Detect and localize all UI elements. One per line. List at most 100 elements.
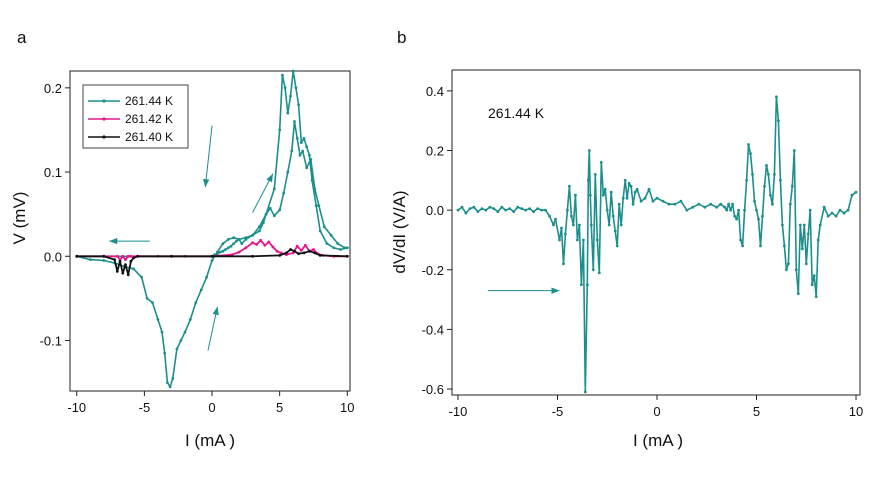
panel-b-series-0-point [587, 149, 591, 152]
panel-a-series-0-point [175, 347, 179, 351]
panel-b-series-0-point [794, 268, 798, 272]
panel-a-series-1-point [126, 254, 130, 258]
panel-b-series-0-point [727, 202, 730, 206]
panel-a-series-0-point [224, 248, 228, 251]
panel-a-series-1-point [279, 251, 283, 255]
panel-b-x-axis-title: I (mA ) [633, 431, 683, 450]
panel-b-series-0-point [524, 208, 527, 212]
panel-a-x-tick-label: 5 [276, 400, 283, 415]
panel-b-x-tick-label: -10 [449, 404, 468, 419]
panel-b-series-0-point [480, 207, 484, 211]
panel-a-series-0-point [102, 259, 106, 262]
panel-b-series-0-point [810, 283, 814, 287]
panel-a-series-0-point [332, 246, 336, 250]
panel-b-series-0-point [775, 95, 778, 99]
panel-b-series-0-point [826, 214, 830, 218]
panel-a-series-0-point [145, 297, 149, 300]
panel-b-series-0-point [609, 190, 613, 194]
panel-b-series-0-point [787, 262, 790, 266]
panel-a-series-0-point [336, 242, 340, 246]
panel-b-x-tick-label: 10 [849, 404, 863, 419]
legend-label-261-40: 261.40 K [125, 130, 173, 144]
panel-a-series-0-point [310, 179, 314, 182]
panel-b-series-0-point [745, 178, 748, 182]
panel-b-series-0-point [586, 178, 590, 182]
panel-b-series-0-point [578, 223, 581, 227]
panel-a-direction-arrow [204, 125, 213, 188]
panel-b-x-tick-label: 0 [653, 404, 660, 419]
panel-a-series-0-point [317, 204, 321, 208]
panel-b-series-0-point [691, 205, 695, 209]
panel-a-series-0-point [295, 137, 299, 140]
panel-b-series-0-point [599, 161, 603, 164]
panel-a-series-2-point [293, 249, 296, 253]
panel-b-plot: -10 -5 0 5 10-0.6-0.4-0.20.00.20.4 261.44 K … [390, 69, 863, 450]
panel-b-series-0-point [647, 187, 651, 191]
panel-a-series-2-point [285, 251, 288, 255]
panel-a-series-1-point [295, 244, 299, 248]
panel-b-series-0-point [779, 178, 782, 182]
panel-b-series-0-point [792, 149, 796, 152]
panel-a-x-tick-label: -10 [67, 400, 86, 415]
panel-a-series-0-point [345, 246, 349, 250]
panel-b-series-0-point [812, 274, 816, 278]
panel-b-series-0-point [769, 193, 772, 197]
panel-b-series-0-point [460, 205, 464, 209]
panel-a-series-1-point [124, 258, 127, 261]
panel-a-series-2-point [132, 256, 136, 260]
panel-b-series-0-point [508, 207, 512, 211]
panel-b-series-0-point [570, 214, 573, 218]
panel-b-series-0-point [625, 196, 629, 200]
panel-a-series-0-point [343, 246, 346, 250]
panel-b-series-0-point [816, 238, 820, 242]
panel-b-series-0-point [472, 205, 476, 209]
panel-b-series-0-point [679, 199, 683, 203]
panel-a-frame [69, 70, 351, 392]
panel-b-series-0-point [777, 119, 780, 123]
panel-b-y-tick-label: -0.4 [422, 322, 444, 337]
panel-a-series-2-point [313, 251, 317, 255]
panel-a-series-2-point [124, 263, 127, 267]
panel-a-series-0-point [229, 244, 233, 248]
panel-a-y-tick-label: 0.2 [44, 81, 62, 96]
panel-b-series-0-point [808, 208, 812, 212]
panel-a-series-0-point [140, 275, 144, 279]
panel-a-series-1-point [237, 250, 241, 254]
panel-b-series-0-point [484, 208, 488, 212]
panel-b-series-0-point [800, 247, 804, 251]
panel-a-series-0-point [282, 191, 286, 195]
panel-a-series-0-point [305, 145, 309, 149]
panel-b-series-0-point [566, 208, 569, 212]
panel-b-series-0-point [468, 207, 472, 211]
panel-a-series-0-point [232, 242, 236, 246]
panel-b-series-0-point [607, 223, 611, 227]
panel-b-series-0-point [757, 217, 760, 221]
panel-b-series-0-point [605, 208, 609, 212]
panel-a-series-2-point [75, 254, 79, 258]
panel-a-series-0-point [286, 111, 290, 115]
panel-a-series-0-point [318, 229, 322, 233]
panel-a-series-0-point [283, 86, 287, 90]
panel-b-series-0-point [540, 208, 543, 212]
panel-a-series-1-point [275, 249, 279, 253]
panel-b-series-0-point [771, 202, 774, 206]
panel-a-x-axis-title: I (mA ) [185, 431, 235, 450]
panel-a-series-2-point [102, 254, 106, 258]
panel-a-series-2-point [126, 273, 130, 277]
panel-b-x-tick-label: 5 [753, 404, 760, 419]
panel-a-series-1-point [312, 248, 315, 251]
panel-a-series-2-point [136, 254, 140, 258]
panel-b-series-0-point [496, 210, 500, 214]
panel-b-series-0-point [697, 202, 701, 206]
panel-b-series-0-point [767, 173, 770, 176]
panel-b-series-0-point [611, 214, 615, 218]
panel-a-series-0-point [244, 238, 248, 241]
panel-b-series-0-point [709, 202, 713, 206]
panel-b-series-0-point [735, 217, 738, 221]
panel-a-series-0-point [221, 249, 225, 253]
panel-a-series-2-point [308, 249, 311, 253]
panel-b-y-tick-label: 0.4 [426, 84, 444, 99]
panel-a-direction-arrowhead [266, 173, 273, 183]
panel-a-letter: a [17, 28, 27, 47]
panel-a-series-2-point [210, 254, 214, 258]
